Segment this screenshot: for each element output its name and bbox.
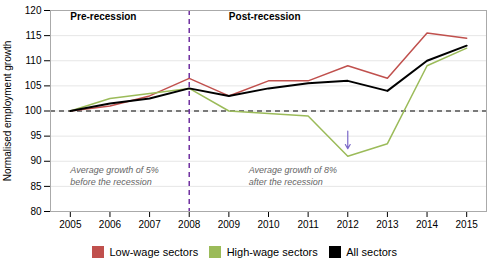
- svg-text:110: 110: [26, 55, 42, 66]
- svg-text:before the recession: before the recession: [70, 177, 152, 187]
- svg-text:Normalised employment growth: Normalised employment growth: [2, 41, 13, 182]
- svg-text:115: 115: [26, 30, 42, 41]
- svg-text:90: 90: [30, 155, 42, 166]
- svg-text:120: 120: [25, 5, 42, 16]
- svg-text:2015: 2015: [456, 219, 479, 230]
- html-text:Low-wage sectors: Low-wage sectors: [109, 245, 199, 258]
- svg-text:2008: 2008: [178, 219, 201, 230]
- svg-text:85: 85: [30, 181, 42, 192]
- svg-text:2012: 2012: [337, 219, 360, 230]
- svg-text:2014: 2014: [416, 219, 439, 230]
- html-text:All sectors: All sectors: [346, 245, 397, 258]
- svg-text:Pre-recession: Pre-recession: [70, 11, 136, 22]
- svg-text:2013: 2013: [376, 219, 399, 230]
- svg-text:100: 100: [25, 105, 42, 116]
- svg-text:2006: 2006: [99, 219, 122, 230]
- svg-text:2011: 2011: [297, 219, 319, 230]
- svg-text:80: 80: [30, 206, 42, 217]
- html-text:High-wage sectors: High-wage sectors: [226, 245, 318, 258]
- svg-text:95: 95: [30, 130, 42, 141]
- svg-text:2010: 2010: [257, 219, 280, 230]
- svg-text:2007: 2007: [138, 219, 161, 230]
- svg-text:2009: 2009: [218, 219, 241, 230]
- svg-text:after the recession: after the recession: [249, 177, 323, 187]
- svg-text:105: 105: [25, 80, 42, 91]
- svg-text:Post-recession: Post-recession: [229, 11, 301, 22]
- svg-text:Average growth of 8%: Average growth of 8%: [248, 165, 337, 175]
- svg-text:Average growth of 5%: Average growth of 5%: [69, 165, 158, 175]
- svg-text:2005: 2005: [59, 219, 82, 230]
